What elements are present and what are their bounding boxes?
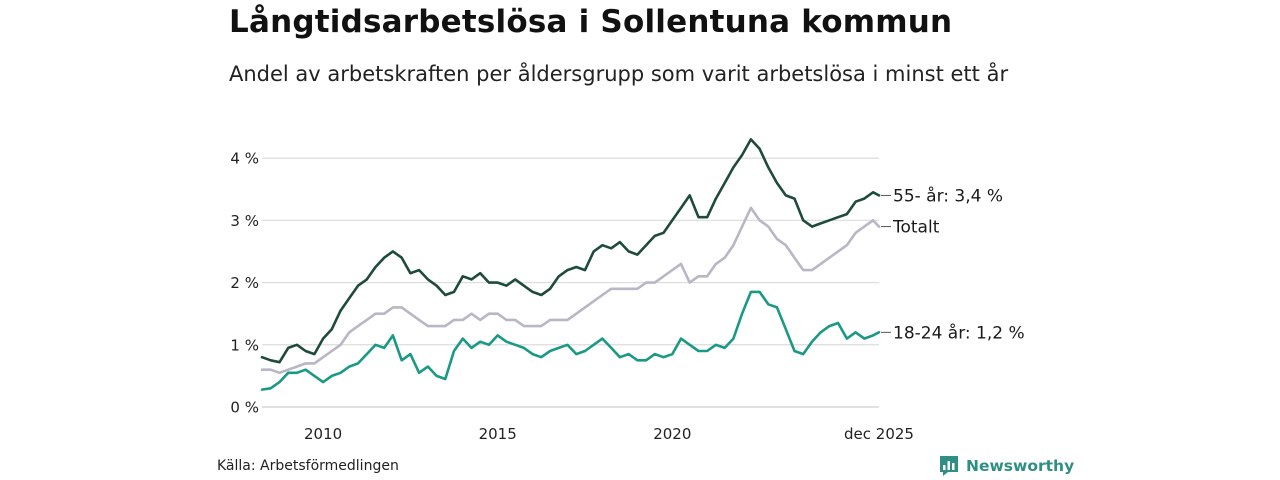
y-tick-label: 0 % (230, 399, 259, 417)
y-tick-label: 1 % (230, 336, 259, 354)
chart-subtitle: Andel av arbetskraften per åldersgrupp s… (229, 62, 1009, 86)
y-axis-ticks: 0 % 1 % 2 % 3 % 4 % (230, 150, 259, 417)
x-axis-ticks: 2010 2015 2020 dec 2025 (304, 425, 914, 443)
series-end-label-2: Totalt (892, 218, 940, 238)
brand-logo: Newsworthy (939, 455, 1074, 477)
series-line-3 (260, 290, 881, 391)
x-tick-label: 2015 (479, 425, 517, 443)
chart-title: Långtidsarbetslösa i Sollentuna kommun (229, 4, 953, 40)
series-end-labels: 55- år: 3,4 % Totalt 18-24 år: 1,2 % (881, 185, 1025, 343)
y-tick-label: 4 % (230, 150, 259, 168)
brand-name: Newsworthy (966, 457, 1075, 475)
series-line-1 (260, 138, 881, 364)
x-tick-label: dec 2025 (844, 425, 914, 443)
x-tick-label: 2010 (304, 425, 342, 443)
series-end-label-1: 55- år: 3,4 % (893, 185, 1003, 206)
series-end-label-3: 18-24 år: 1,2 % (893, 322, 1025, 343)
y-tick-label: 2 % (230, 274, 259, 292)
x-tick-label: 2020 (653, 425, 691, 443)
newsworthy-logo-icon (940, 456, 958, 476)
series-lines (260, 138, 881, 391)
source-note: Källa: Arbetsförmedlingen (217, 458, 399, 474)
grid-lines (262, 157, 879, 408)
series-line-2 (260, 206, 881, 375)
y-tick-label: 3 % (230, 212, 259, 230)
